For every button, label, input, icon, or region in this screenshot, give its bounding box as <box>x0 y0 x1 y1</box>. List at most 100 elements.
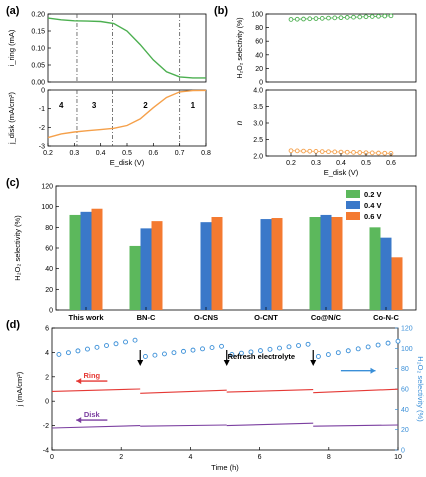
panel-c-category-label: O-CNS <box>194 313 218 322</box>
panel-d-selectivity-point <box>219 343 224 349</box>
panel-b-point <box>344 15 350 20</box>
panel-a-region-label: 2 <box>143 101 148 110</box>
panel-d-ring-line <box>140 389 227 394</box>
panel-b-point <box>294 16 300 22</box>
panel-d-ring-label: Ring <box>83 371 100 380</box>
panel-d-selectivity-point <box>152 352 158 358</box>
panel-d-selectivity-point <box>238 350 244 356</box>
panel-d-frame <box>51 327 399 451</box>
panel-b-point <box>288 17 294 22</box>
panel-d-selectivity-point <box>315 354 321 359</box>
panel-b-ytick-label: 0 <box>259 80 263 87</box>
panel-a-xtick-label: 0.3 <box>69 150 79 157</box>
panel-c-ytick-label: 40 <box>45 266 53 273</box>
panel-a-xtick-label: 0.8 <box>201 150 211 157</box>
panel-c-category-label: BN-C <box>137 313 156 322</box>
panel-d-selectivity-point <box>181 348 186 354</box>
panel-c-bar <box>91 208 103 310</box>
panel-c-bar <box>129 245 141 310</box>
panel-b-point <box>332 149 338 155</box>
panel-b-xtick-label: 0.4 <box>336 160 346 167</box>
panel-d-selectivity-point <box>248 349 254 355</box>
panel-b-ytick-label: 60 <box>255 39 263 46</box>
panel-a-ytick-label: 0.05 <box>31 63 45 70</box>
panel-c-ytick-label: 100 <box>41 204 53 211</box>
panel-b-xtick-label: 0.3 <box>311 160 321 167</box>
panel-b-ytick-label: 100 <box>251 12 263 19</box>
panel-d-selectivity-point <box>229 351 235 357</box>
panel-b-xtick-label: 0.6 <box>386 160 396 167</box>
panel-d-xlabel: Time (h) <box>211 463 239 472</box>
panel-d-selectivity-point <box>56 351 62 357</box>
panel-b-xtick-label: 0.5 <box>361 160 371 167</box>
panel-d-selectivity-point <box>142 354 148 359</box>
panel-c-bar <box>391 257 403 310</box>
panel-d-selectivity-point <box>277 345 282 351</box>
panel-c-bar <box>151 221 163 310</box>
panel-b-point <box>376 150 381 156</box>
panel-b-ytick-label: 2.5 <box>253 137 263 144</box>
panel-b-ytick-label: 20 <box>255 66 263 73</box>
panel-a-xtick-label: 0.4 <box>96 150 106 157</box>
panel-a-xtick-label: 0.5 <box>122 150 132 157</box>
panel-c-bar <box>331 217 343 310</box>
panel-b-ytick-label: 40 <box>255 52 263 59</box>
panel-a: (a) 0.000.050.100.150.20i_ring (mA)-3-2-… <box>6 5 211 167</box>
panel-d-refresh-arrow-head <box>310 360 317 366</box>
panel-b-point <box>351 14 356 20</box>
panel-b-point <box>382 150 388 156</box>
panel-d-selectivity-point <box>258 348 263 354</box>
panel-d-selectivity-point <box>171 350 177 356</box>
panel-d-selectivity-point <box>123 339 128 345</box>
panel-c-legend-label: 0.4 V <box>364 201 382 210</box>
panel-d-selectivity-point <box>65 350 71 356</box>
panel-c-ytick-label: 60 <box>45 246 53 253</box>
panel-d-ylabel-right: H₂O₂ selectivity (%) <box>416 356 425 422</box>
panel-d-label: (d) <box>6 319 20 331</box>
panel-b-point <box>388 13 394 19</box>
panel-a-ytick-label: -2 <box>39 125 45 132</box>
panel-d-selectivity-point <box>85 346 90 352</box>
panel-b-point <box>369 14 375 19</box>
panel-b-point <box>376 13 381 19</box>
panel-b-point <box>319 149 325 154</box>
panel-b-ytick-label: 3.5 <box>253 104 263 111</box>
panel-d-selectivity-point <box>200 346 205 352</box>
panel-c-legend-swatch <box>346 201 360 209</box>
panel-d-right-ytick-label: 60 <box>401 387 409 394</box>
panel-c-bar <box>271 218 283 310</box>
panel-d-disk-label: Disk <box>84 410 101 419</box>
panel-d-ring-line <box>51 388 141 392</box>
panel-b-frame-1 <box>265 89 417 157</box>
panel-d-selectivity-point <box>190 347 196 353</box>
panel-b-xtick-label: 0.2 <box>286 160 296 167</box>
panel-b-point <box>357 14 363 20</box>
panel-c-legend-swatch <box>346 190 360 198</box>
panel-b-point <box>319 16 325 21</box>
panel-b-point <box>351 150 356 155</box>
panel-d-selectivity-point <box>385 340 391 346</box>
panel-b-point <box>313 149 319 154</box>
panel-d-disk-line <box>313 424 399 427</box>
panel-d-selectivity-point <box>395 338 401 344</box>
panel-d-ring-line <box>313 388 399 394</box>
panel-d-selectivity-point <box>104 343 109 348</box>
panel-d-disk-line <box>226 422 314 427</box>
panel-a-region-label: 3 <box>92 101 97 110</box>
panel-d-ytick-label: -4 <box>43 448 49 455</box>
panel-a-ytick-label: 0 <box>41 88 45 95</box>
panel-c-legend-label: 0.2 V <box>364 190 382 199</box>
panel-a-ylabel-1: j_disk (mA/cm²) <box>7 91 16 145</box>
panel-b-point <box>357 150 363 155</box>
panel-d-right-ytick-label: 20 <box>401 427 409 434</box>
panel-b-point <box>344 149 350 155</box>
panel-b: (b) 0 20 40 60 80 100 H₂O₂ selectivity (%) 2.0 2… <box>214 5 417 177</box>
panel-c-bar <box>260 219 272 310</box>
panel-c-ylabel: H₂O₂ selectivity (%) <box>13 215 22 281</box>
panel-d-selectivity-point <box>296 343 301 348</box>
panel-b-point <box>294 148 300 154</box>
panel-b-ytick-label: 80 <box>255 25 263 32</box>
panel-c-label: (c) <box>6 177 20 189</box>
panel-d-ring-line <box>226 389 314 393</box>
